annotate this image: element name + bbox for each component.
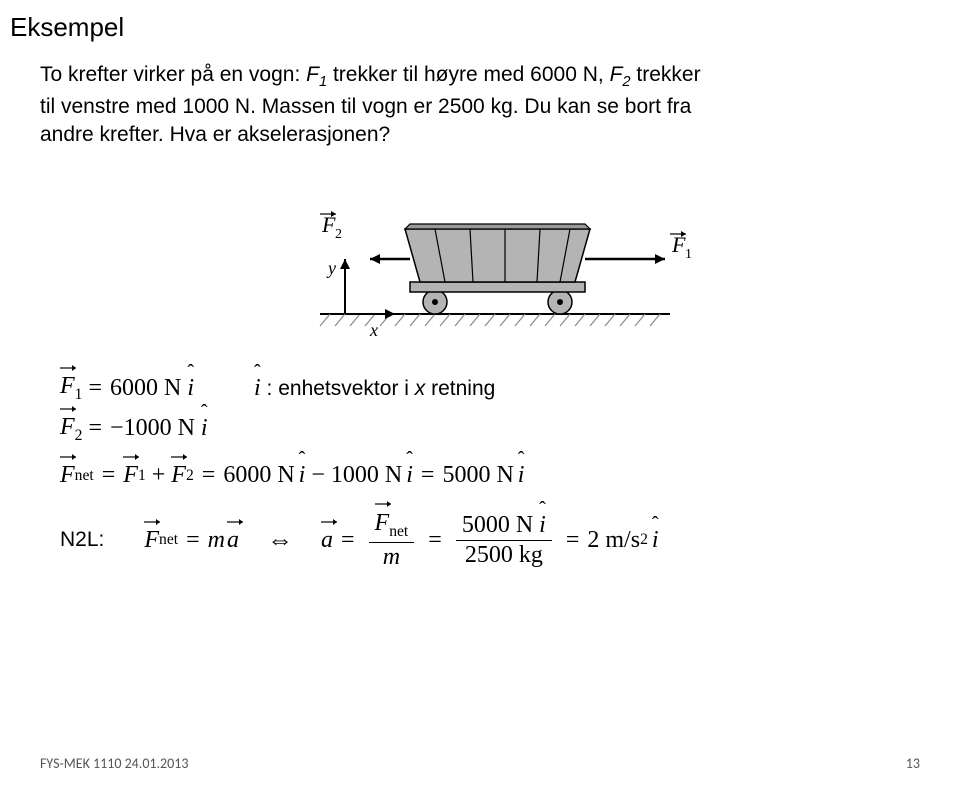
equation-block: F1 = 6000 N i i : enhetsvektor i x retni… <box>60 373 920 572</box>
result-val: 2 m/s <box>587 527 640 554</box>
problem-text: To krefter virker på en vogn: F1 trekker… <box>40 61 920 150</box>
problem-line1c: trekker <box>631 63 701 86</box>
eq-net: Fnet = F1 + F2 = 6000 N i − 1000 N i = 5… <box>60 462 920 489</box>
footer: FYS-MEK 1110 24.01.2013 13 <box>40 755 920 772</box>
svg-text:F: F <box>321 212 336 237</box>
page-title: Eksempel <box>10 12 920 43</box>
ihat-note: i : enhetsvektor i x retning <box>254 375 495 402</box>
f1-value: 6000 N <box>110 375 181 402</box>
svg-text:x: x <box>369 320 378 340</box>
problem-line1b: trekker til høyre med 6000 N, <box>327 63 609 86</box>
f2-sub: 2 <box>622 74 630 90</box>
figure-container: F 1 F 2 y x <box>40 174 920 349</box>
f1-var: F <box>306 63 319 86</box>
note-x: x <box>415 377 426 400</box>
note-a: : enhetsvektor i <box>261 377 415 400</box>
wagon-figure: F 1 F 2 y x <box>260 174 700 344</box>
eq-f2: F2 = − 1000 N i <box>60 414 920 445</box>
svg-text:1: 1 <box>685 247 692 262</box>
problem-line3: andre krefter. Hva er akselerasjonen? <box>40 123 390 146</box>
problem-line2: til venstre med 1000 N. Massen til vogn … <box>40 95 691 118</box>
eq-f1: F1 = 6000 N i i : enhetsvektor i x retni… <box>60 373 920 404</box>
footer-left: FYS-MEK 1110 24.01.2013 <box>40 755 188 772</box>
n2l-label: N2L: <box>60 528 104 552</box>
iff-icon: ⇔ <box>267 525 293 555</box>
result-exp: 2 <box>640 531 648 549</box>
f2-var: F <box>610 63 623 86</box>
svg-text:y: y <box>326 258 336 278</box>
f2-value: 1000 N <box>124 415 195 442</box>
net-sub: net <box>75 467 94 485</box>
note-b: retning <box>425 377 495 400</box>
problem-line1a: To krefter virker på en vogn: <box>40 63 306 86</box>
f1-sub: 1 <box>319 74 327 90</box>
net-b: 1000 N <box>331 462 402 489</box>
svg-text:2: 2 <box>335 227 342 242</box>
footer-page-number: 13 <box>906 755 920 772</box>
frac-num: 5000 N <box>462 512 533 538</box>
net-a: 6000 N <box>223 462 294 489</box>
net-c: 5000 N <box>442 462 513 489</box>
n2l-row: N2L: Fnet = ma ⇔ a = Fnet m = 5000 N i 2… <box>60 509 920 571</box>
svg-text:F: F <box>671 232 686 257</box>
frac-den: 2500 kg <box>459 541 549 570</box>
